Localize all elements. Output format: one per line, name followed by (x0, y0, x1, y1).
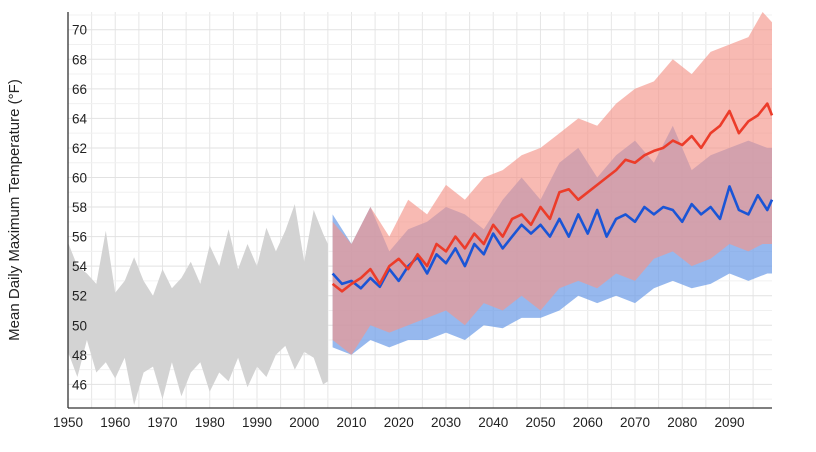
x-tick-label: 2060 (573, 415, 603, 430)
x-tick-label: 2020 (384, 415, 414, 430)
range-bands (68, 12, 772, 405)
y-tick-label: 54 (72, 259, 88, 274)
x-tick-label: 2070 (620, 415, 650, 430)
y-tick-label: 68 (72, 52, 87, 67)
y-tick-label: 46 (72, 377, 87, 392)
y-tick-label: 56 (72, 230, 87, 245)
x-tick-label: 1990 (242, 415, 272, 430)
x-tick-label: 2040 (478, 415, 508, 430)
y-tick-label: 66 (72, 82, 87, 97)
tick-labels: 1950 1960 1970 1980 1990 2000 2010 2020 2030 2040… (53, 23, 745, 430)
y-tick-label: 48 (72, 348, 87, 363)
x-tick-label: 2090 (714, 415, 744, 430)
higher-band-area (332, 12, 772, 355)
y-tick-label: 62 (72, 141, 87, 156)
y-tick-label: 58 (72, 200, 87, 215)
y-tick-label: 50 (72, 318, 87, 333)
y-tick-label: 52 (72, 289, 87, 304)
x-tick-label: 2050 (525, 415, 555, 430)
historical-area (68, 204, 328, 405)
x-tick-label: 2080 (667, 415, 697, 430)
y-tick-label: 64 (72, 111, 88, 126)
y-tick-label: 60 (72, 170, 87, 185)
series-lines (331, 102, 774, 293)
x-tick-label: 1960 (100, 415, 130, 430)
y-tick-label: 70 (72, 23, 87, 38)
x-tick-label: 1950 (53, 415, 83, 430)
x-tick-label: 2000 (289, 415, 319, 430)
x-tick-label: 1980 (195, 415, 225, 430)
higher-line-series (331, 102, 774, 293)
axes (67, 12, 772, 409)
x-tick-label: 2030 (431, 415, 461, 430)
y-axis-title: Mean Daily Maximum Temperature (°F) (6, 79, 23, 341)
x-tick-label: 2010 (336, 415, 366, 430)
x-tick-label: 1970 (147, 415, 177, 430)
